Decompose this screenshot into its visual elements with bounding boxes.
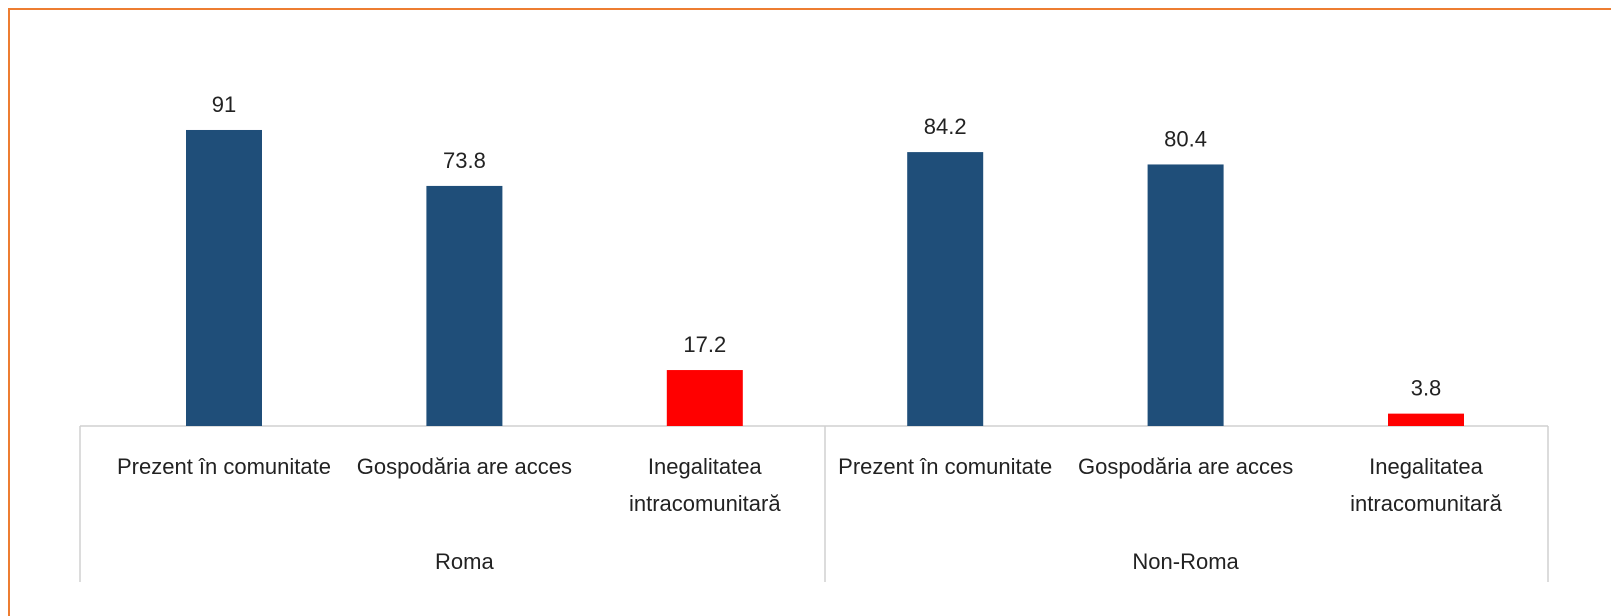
bar [186, 129, 262, 427]
category-label: Inegalitatea intracomunitară [628, 454, 781, 516]
category-label: Prezent în comunitate [838, 454, 1053, 479]
category-label: Gospodăria are acces [1077, 454, 1294, 479]
bar [907, 152, 984, 426]
bar [666, 370, 743, 426]
category-label: Gospodăria are acces [356, 454, 572, 479]
category-label: Prezent în comunitate [116, 454, 331, 479]
value-label: 91 [212, 92, 236, 117]
value-label: 3.8 [1411, 376, 1442, 401]
value-label: 84.2 [924, 114, 967, 139]
bar [426, 185, 503, 426]
value-label: 80.4 [1164, 126, 1207, 151]
bar [1147, 164, 1224, 426]
category-label: Inegalitatea intracomunitară [1350, 454, 1502, 516]
group-label: Non-Roma [1132, 549, 1239, 574]
frame [8, 8, 1611, 616]
group-label: Roma [435, 549, 494, 574]
value-label: 17.2 [683, 332, 726, 357]
value-label: 73.8 [443, 148, 486, 173]
bar [1388, 413, 1464, 426]
